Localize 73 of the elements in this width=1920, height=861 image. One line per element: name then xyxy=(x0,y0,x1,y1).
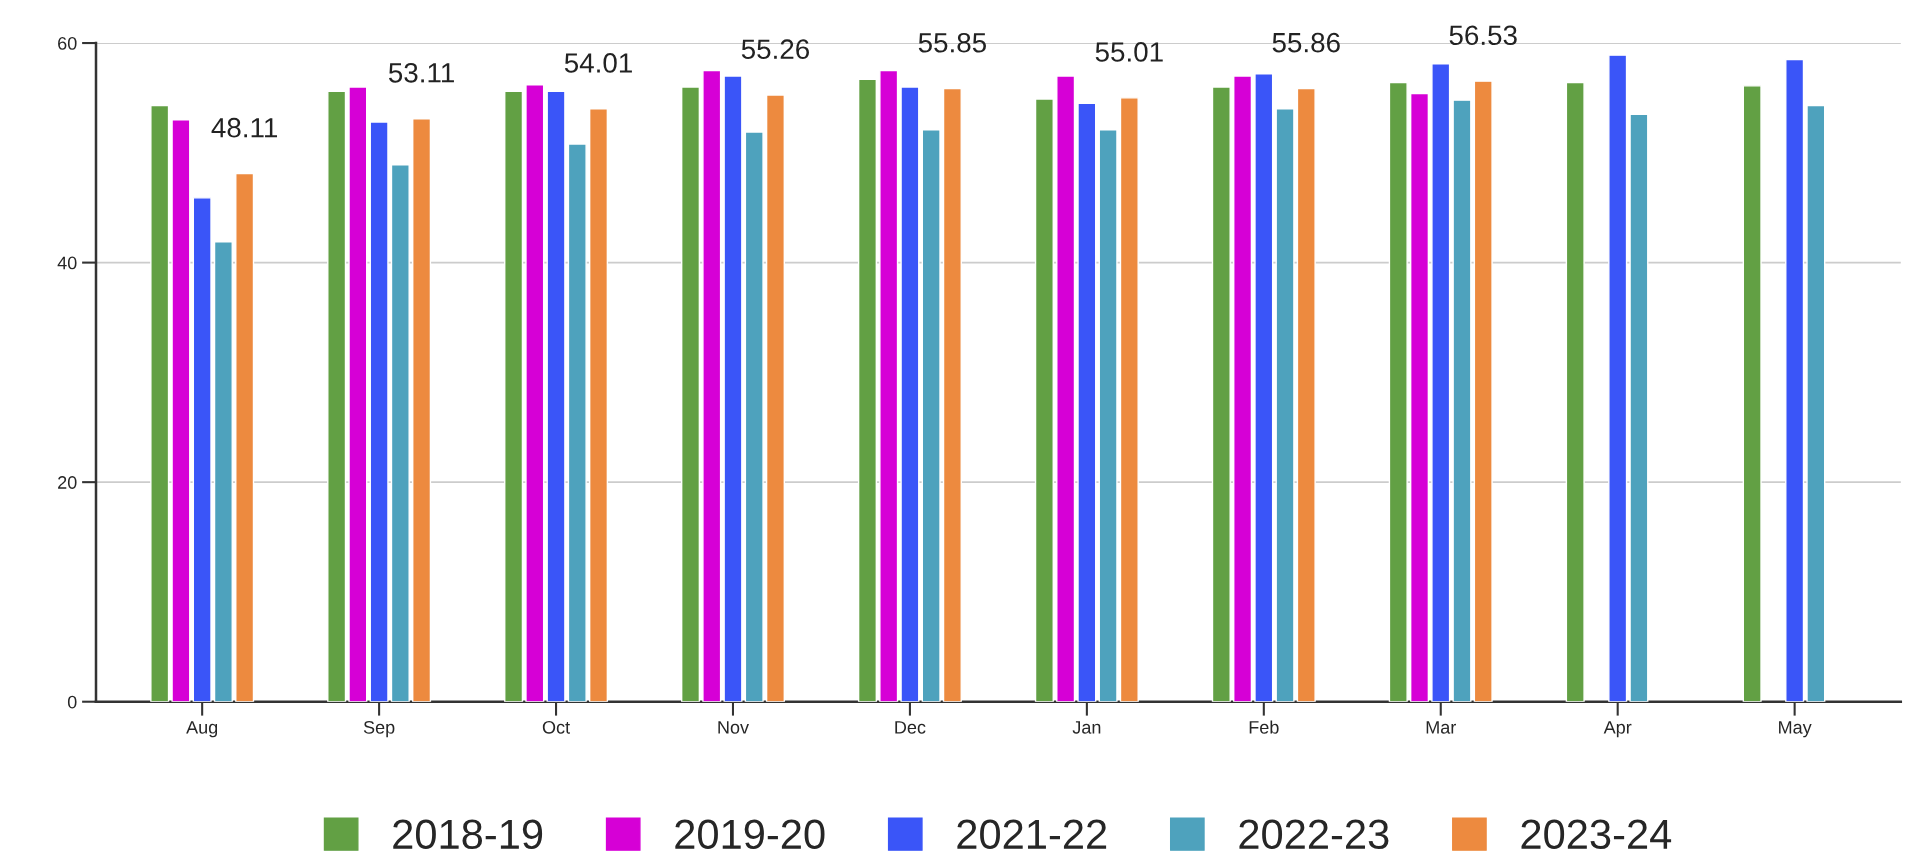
bar xyxy=(546,90,566,702)
bar xyxy=(412,117,432,702)
bar xyxy=(680,86,701,702)
x-tick-label: Mar xyxy=(1426,721,1456,734)
bar xyxy=(1785,58,1805,702)
bar xyxy=(1211,86,1231,702)
x-tick-label: Sep xyxy=(363,720,395,738)
x-tick-label: Apr xyxy=(1603,721,1632,738)
bar xyxy=(1296,87,1316,702)
bar xyxy=(1806,104,1826,702)
x-tick-label: Feb xyxy=(1249,720,1279,734)
bar xyxy=(150,104,170,702)
legend-label: 2022-23 xyxy=(1239,819,1389,850)
y-tick-label: 0 xyxy=(67,695,77,709)
legend-label: 2019-20 xyxy=(675,819,825,850)
data-label: 54.01 xyxy=(564,53,632,73)
bar xyxy=(369,121,389,702)
legend-label: 2023-24 xyxy=(1521,819,1672,850)
bar xyxy=(525,84,545,702)
bar xyxy=(857,78,878,702)
bar xyxy=(1409,92,1430,702)
bar xyxy=(1254,73,1274,702)
data-label: 55.26 xyxy=(741,39,809,60)
bar xyxy=(213,241,233,702)
bar xyxy=(879,69,899,702)
bar xyxy=(702,69,722,702)
bar xyxy=(744,131,764,702)
data-label: 55.85 xyxy=(918,32,986,53)
bar xyxy=(900,86,920,702)
bar xyxy=(235,172,255,702)
bar xyxy=(567,143,587,702)
data-label: 55.01 xyxy=(1095,42,1163,62)
bar xyxy=(192,197,212,702)
data-label: 48.11 xyxy=(211,117,278,138)
bar xyxy=(171,119,191,702)
bar xyxy=(1034,98,1054,702)
bar xyxy=(1119,97,1139,702)
bar xyxy=(1608,54,1628,702)
bar xyxy=(327,90,347,702)
y-tick-label: 40 xyxy=(57,256,77,270)
bar xyxy=(942,87,962,702)
bar xyxy=(1233,75,1253,702)
bar xyxy=(1388,81,1408,702)
bar xyxy=(1275,108,1295,702)
x-tick-label: Dec xyxy=(895,721,926,734)
bar xyxy=(1056,75,1076,702)
bar xyxy=(1098,129,1118,702)
x-tick-label: Oct xyxy=(542,720,570,734)
bar xyxy=(1452,99,1472,702)
bar xyxy=(921,129,941,702)
legend-label: 2018-19 xyxy=(393,819,543,850)
x-tick-label: Jan xyxy=(1072,721,1101,734)
bar xyxy=(1629,113,1649,702)
bar xyxy=(1742,85,1762,702)
bar xyxy=(1431,63,1451,702)
bar xyxy=(588,108,609,702)
bar xyxy=(348,86,368,702)
y-tick-label: 60 xyxy=(58,36,77,50)
x-tick-label: Aug xyxy=(186,721,218,738)
bar xyxy=(1565,81,1585,702)
bar xyxy=(723,75,743,702)
y-tick-label: 20 xyxy=(58,476,77,489)
data-label: 55.86 xyxy=(1272,32,1340,53)
bar xyxy=(390,164,410,702)
x-tick-label: May xyxy=(1779,721,1812,738)
bar xyxy=(504,90,524,702)
x-tick-label: Nov xyxy=(718,721,749,734)
legend-label: 2021-22 xyxy=(957,819,1107,850)
bar xyxy=(1473,80,1493,702)
bar xyxy=(1077,102,1097,702)
data-label: 56.53 xyxy=(1449,25,1517,46)
data-label: 53.11 xyxy=(388,62,454,83)
bar xyxy=(765,94,785,702)
